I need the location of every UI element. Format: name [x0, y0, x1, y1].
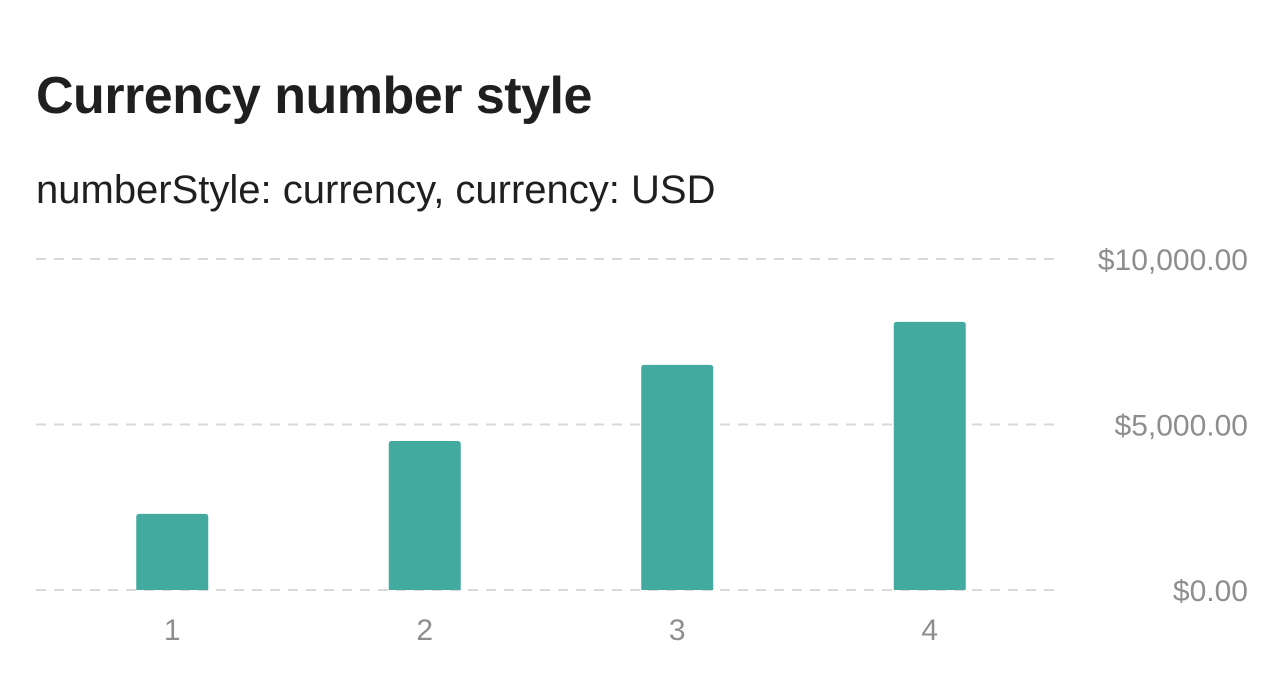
- bar-1: [136, 513, 209, 590]
- y-axis-labels: $0.00 $5,000.00 $10,000.00: [1098, 244, 1248, 608]
- bar-4: [893, 321, 966, 590]
- y-tick-label: $0.00: [1173, 575, 1248, 608]
- y-tick-label: $10,000.00: [1098, 244, 1248, 277]
- y-tick-label: $5,000.00: [1115, 410, 1248, 443]
- x-axis-labels: 1 2 3 4: [164, 614, 938, 647]
- bar-2: [388, 441, 461, 590]
- x-tick-label: 4: [921, 614, 938, 647]
- x-tick-label: 2: [416, 614, 433, 647]
- bar-3: [641, 364, 714, 590]
- chart-title: Currency number style: [36, 67, 592, 125]
- x-tick-label: 1: [164, 614, 181, 647]
- bars: [136, 321, 966, 590]
- chart-subtitle: numberStyle: currency, currency: USD: [36, 168, 716, 212]
- x-tick-label: 3: [669, 614, 686, 647]
